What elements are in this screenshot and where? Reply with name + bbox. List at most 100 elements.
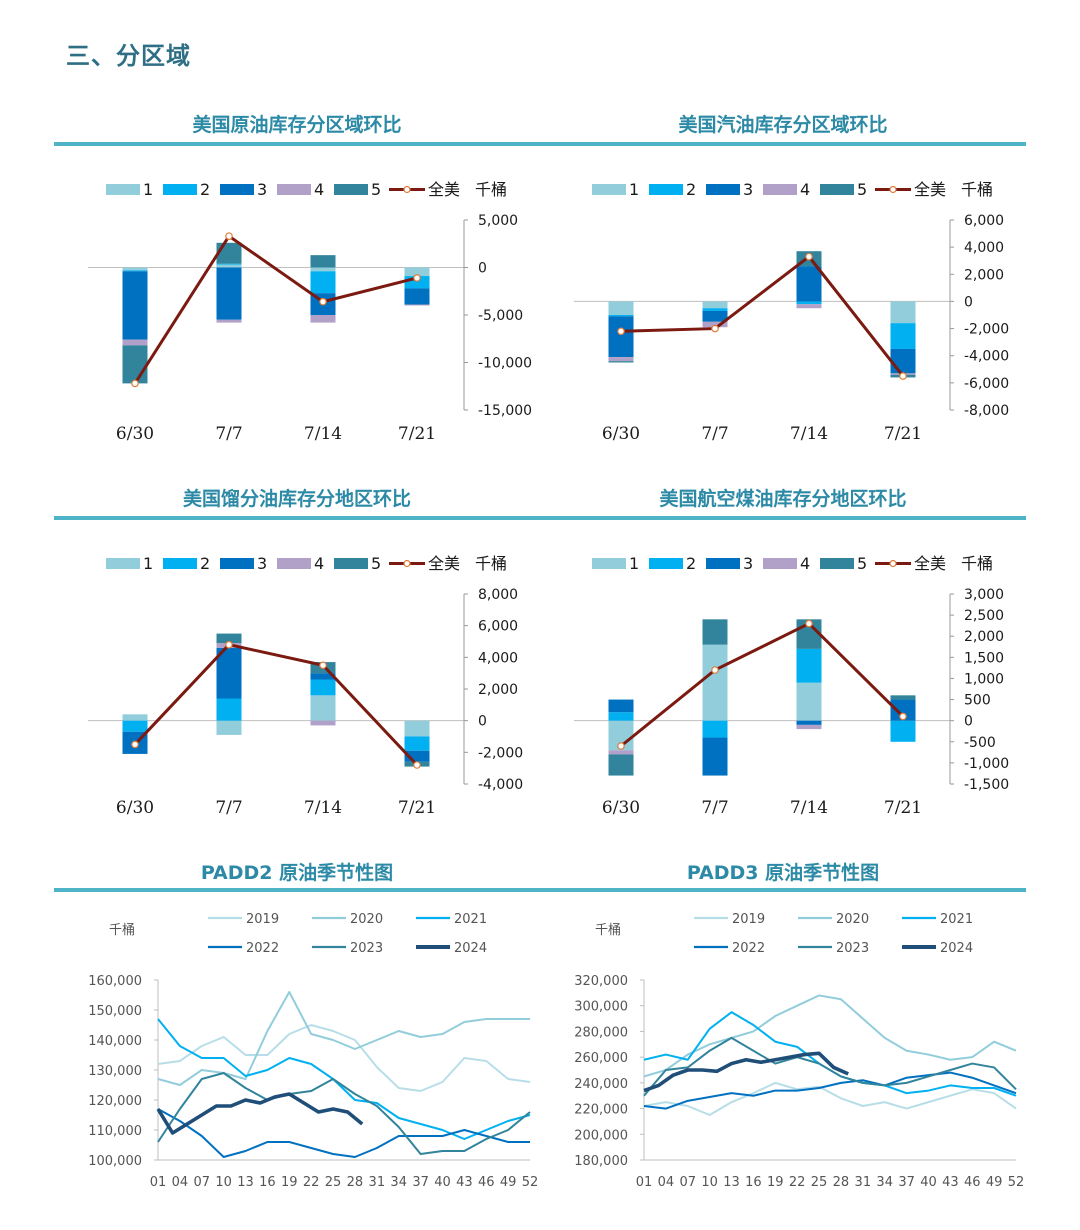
x-tick-label: 07 bbox=[679, 1175, 696, 1190]
x-tick-label: 19 bbox=[767, 1175, 784, 1190]
x-tick-label: 04 bbox=[658, 1175, 675, 1190]
legend-label-4: 4 bbox=[314, 180, 324, 199]
legend-swatch-5 bbox=[334, 184, 368, 195]
chart-jetfuel: 1 2 3 4 5 全美 千桶 3,000 2,500 2,000 1,500 1,000 500 0 -5… bbox=[574, 554, 1009, 818]
y-tick-label: -1,500 bbox=[964, 777, 1009, 793]
legend-label-3: 3 bbox=[257, 554, 267, 573]
chart-panel-crude: 美国原油库存分区域环比 1 2 3 4 5 全美 千桶 5,000 0 -5,000 -10,000… bbox=[54, 110, 540, 460]
y-tick-label: -500 bbox=[964, 735, 996, 751]
chart-panel-padd3: PADD3 原油季节性图 2019 2020 2021 2022 2023 2024 千桶 1… bbox=[540, 858, 1026, 1230]
series-line-2024 bbox=[643, 1051, 849, 1093]
bar-4-7/21 bbox=[404, 304, 430, 306]
legend-label-5: 5 bbox=[857, 180, 867, 199]
y-tick-label: 200,000 bbox=[574, 1128, 628, 1143]
bar-1-6/30 bbox=[608, 301, 634, 315]
x-tick-label: 31 bbox=[855, 1175, 872, 1190]
bar-3-7/7 bbox=[216, 647, 242, 699]
legend-swatch-1 bbox=[106, 184, 140, 195]
bar-2-6/30 bbox=[122, 720, 148, 732]
bar-1-7/7 bbox=[216, 264, 242, 268]
legend-label-2023: 2023 bbox=[350, 941, 383, 956]
series-line-2023 bbox=[643, 1036, 1017, 1097]
y-axis-title: 千桶 bbox=[595, 923, 621, 938]
total-marker bbox=[225, 232, 233, 240]
bar-5-7/14 bbox=[310, 255, 336, 268]
x-tick-label: 01 bbox=[636, 1175, 653, 1190]
legend-label-2024: 2024 bbox=[454, 941, 487, 956]
chart-gasoline: 1 2 3 4 5 全美 千桶 6,000 4,000 2,000 0 -2,000 -4,000 -6,… bbox=[574, 180, 1009, 444]
x-tick-label: 52 bbox=[522, 1175, 539, 1190]
y-tick-label: 120,000 bbox=[88, 1094, 142, 1109]
bar-3-6/30 bbox=[608, 316, 634, 358]
legend: 2019 2020 2021 2022 2023 2024 bbox=[208, 912, 487, 956]
legend-swatch-4 bbox=[763, 558, 797, 569]
x-tick-label: 31 bbox=[369, 1175, 386, 1190]
x-tick-label: 19 bbox=[281, 1175, 298, 1190]
x-tick-label: 25 bbox=[811, 1175, 828, 1190]
total-marker bbox=[131, 379, 139, 388]
y-tick-label: 130,000 bbox=[88, 1064, 142, 1079]
x-category-label: 7/14 bbox=[304, 424, 342, 444]
x-tick-label: 52 bbox=[1008, 1175, 1025, 1190]
legend-swatch-1 bbox=[106, 558, 140, 569]
total-marker bbox=[899, 372, 907, 380]
legend-swatch-2 bbox=[649, 558, 683, 569]
bar-1-7/7 bbox=[702, 644, 728, 721]
y-tick-label: 2,500 bbox=[964, 608, 1004, 624]
bar-2-7/7 bbox=[702, 308, 728, 311]
x-tick-label: 46 bbox=[478, 1175, 495, 1190]
y-tick-label: 0 bbox=[478, 714, 487, 730]
total-marker bbox=[711, 324, 719, 333]
bar-2-7/14 bbox=[310, 679, 336, 696]
legend: 1 2 3 4 5 全美 千桶 bbox=[592, 554, 993, 573]
y-tick-label: 160,000 bbox=[88, 974, 142, 989]
series-line-2019 bbox=[157, 1024, 531, 1092]
legend-label-1: 1 bbox=[143, 554, 153, 573]
title-divider bbox=[54, 142, 540, 146]
legend-swatch-2 bbox=[163, 184, 197, 195]
legend-label-2021: 2021 bbox=[454, 912, 487, 927]
legend-label-4: 4 bbox=[800, 554, 810, 573]
bar-2-7/14 bbox=[796, 648, 822, 683]
legend-swatch-1 bbox=[592, 184, 626, 195]
bar-1-6/30 bbox=[122, 267, 148, 271]
bar-1-7/14 bbox=[310, 267, 336, 272]
total-marker bbox=[413, 274, 421, 282]
series-line-2021 bbox=[157, 1018, 531, 1140]
x-category-label: 7/14 bbox=[790, 798, 828, 818]
legend-swatch-4 bbox=[763, 184, 797, 195]
bar-2-7/7 bbox=[216, 263, 242, 265]
bar-4-7/14 bbox=[310, 720, 336, 726]
x-tick-label: 49 bbox=[986, 1175, 1003, 1190]
x-category-label: 7/7 bbox=[701, 424, 728, 444]
chart-panel-distillate: 美国馏分油库存分地区环比 1 2 3 4 5 全美 千桶 8,000 6,000 4,000 2,0… bbox=[54, 484, 540, 834]
chart-panel-gasoline: 美国汽油库存分区域环比 1 2 3 4 5 全美 千桶 6,000 4,000 2,000 0 -2,… bbox=[540, 110, 1026, 460]
x-category-label: 7/21 bbox=[884, 798, 922, 818]
x-category-label: 6/30 bbox=[116, 424, 154, 444]
x-tick-label: 25 bbox=[325, 1175, 342, 1190]
bar-1-7/14 bbox=[310, 695, 336, 721]
bar-2-7/21 bbox=[404, 736, 430, 751]
legend-swatch-5 bbox=[820, 558, 854, 569]
y-tick-label: 260,000 bbox=[574, 1051, 628, 1066]
chart-title-jetfuel: 美国航空煤油库存分地区环比 bbox=[659, 488, 907, 510]
series-line-2022 bbox=[157, 1108, 530, 1158]
y-tick-label: 2,000 bbox=[964, 267, 1004, 283]
title-divider bbox=[540, 142, 1026, 146]
legend-total-marker bbox=[889, 559, 897, 568]
x-tick-label: 49 bbox=[500, 1175, 517, 1190]
bar-3-7/21 bbox=[890, 699, 916, 721]
chart-padd3: 2019 2020 2021 2022 2023 2024 千桶 180,000 200,000… bbox=[574, 912, 1025, 1190]
chart-padd2: 2019 2020 2021 2022 2023 2024 千桶 100,000 110,000… bbox=[88, 912, 539, 1190]
x-tick-label: 46 bbox=[964, 1175, 981, 1190]
legend-label-2021: 2021 bbox=[940, 912, 973, 927]
chart-title-padd2: PADD2 原油季节性图 bbox=[200, 862, 394, 884]
bar-5-6/30 bbox=[122, 345, 148, 384]
y-tick-label: 110,000 bbox=[88, 1124, 142, 1139]
y-tick-label: 500 bbox=[964, 693, 991, 709]
legend: 1 2 3 4 5 全美 千桶 bbox=[106, 180, 507, 199]
bar-2-6/30 bbox=[608, 712, 634, 721]
total-line bbox=[133, 643, 419, 767]
bar-2-7/21 bbox=[890, 720, 916, 742]
y-tick-label: -6,000 bbox=[964, 376, 1009, 392]
